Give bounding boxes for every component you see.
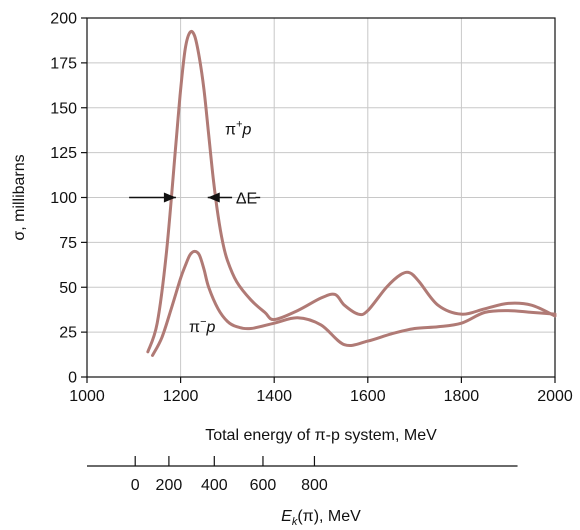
y-tick-label: 100 — [50, 190, 77, 207]
x-axis-label: Total energy of π-p system, MeV — [205, 427, 437, 444]
grid — [87, 18, 555, 377]
secondary-tick-label: 600 — [250, 477, 277, 494]
y-tick-label: 150 — [50, 100, 77, 117]
secondary-tick-label: 200 — [156, 477, 183, 494]
x-axis: 1000 1200 1400 1600 1800 2000 — [69, 377, 573, 405]
delta-e-label: ΔE — [236, 191, 257, 208]
arrow-right-head — [207, 192, 220, 203]
x-tick-label: 1000 — [69, 388, 105, 405]
y-tick-label: 200 — [50, 11, 77, 28]
y-tick-label: 125 — [50, 145, 77, 162]
y-axis-label: σ, millibarns — [11, 154, 28, 240]
y-tick-label: 175 — [50, 55, 77, 72]
x-tick-label: 1200 — [163, 388, 199, 405]
secondary-tick-label: 400 — [201, 477, 228, 494]
x-tick-label: 1800 — [444, 388, 480, 405]
secondary-tick-label: 0 — [131, 477, 140, 494]
secondary-axis: 0 200 400 600 800 Ek(π), MeV — [87, 456, 518, 528]
y-tick-label: 0 — [68, 370, 77, 387]
y-tick-label: 25 — [59, 325, 77, 342]
x-tick-label: 1400 — [256, 388, 292, 405]
series-labels: π+p π−p — [189, 119, 252, 336]
y-tick-label: 50 — [59, 280, 77, 297]
arrow-left-head — [163, 192, 176, 203]
y-axis: 0 25 50 75 100 125 150 175 200 — [50, 11, 87, 387]
secondary-axis-label: Ek(π), MeV — [281, 508, 361, 528]
series-line-pi-plus-p — [146, 29, 557, 354]
x-tick-label: 2000 — [537, 388, 573, 405]
series-lines — [146, 29, 557, 357]
y-tick-label: 75 — [59, 235, 77, 252]
series-label-pi-plus-p: π+p — [225, 119, 251, 139]
series-label-pi-minus-p: π−p — [189, 316, 215, 336]
delta-e-annotation: ΔE — [129, 191, 261, 208]
x-tick-label: 1600 — [350, 388, 386, 405]
series-line-pi-minus-p — [151, 249, 557, 357]
secondary-tick-label: 800 — [301, 477, 328, 494]
